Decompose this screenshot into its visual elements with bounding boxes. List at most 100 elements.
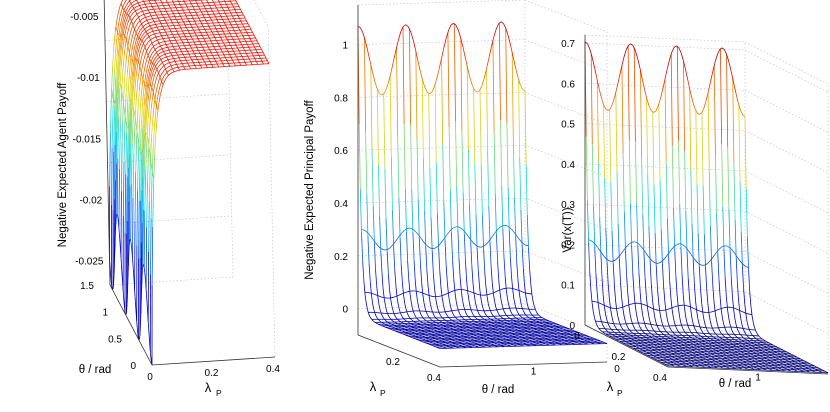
chart-1-mesh-v bbox=[246, 54, 248, 56]
chart-1-mesh-v bbox=[192, 62, 195, 65]
chart-1-mesh-v bbox=[199, 19, 201, 22]
chart-1-mesh-v bbox=[263, 53, 265, 55]
chart-1-mesh-v bbox=[134, 296, 137, 310]
chart-1-mesh-v bbox=[234, 20, 236, 23]
chart-1-mesh-v bbox=[129, 17, 131, 20]
chart-1-mesh-v bbox=[203, 5, 205, 7]
chart-1-mesh-v bbox=[161, 48, 163, 51]
chart-1-mesh-u bbox=[148, 28, 151, 31]
chart-1-mesh-v bbox=[161, 3, 164, 5]
chart-1-mesh-v bbox=[193, 63, 195, 66]
chart-2-mesh-u bbox=[415, 330, 418, 332]
chart-1-mesh-v bbox=[129, 53, 131, 57]
chart-2-mesh-u bbox=[450, 318, 452, 321]
chart-1-mesh-v bbox=[189, 33, 191, 35]
chart-1-mesh-v bbox=[233, 29, 235, 31]
chart-1-mesh-v bbox=[165, 56, 168, 58]
chart-1-mesh-u bbox=[166, 56, 169, 58]
chart-1-mesh-v bbox=[216, 8, 219, 11]
chart-1-mesh-v bbox=[143, 12, 145, 15]
chart-1-mesh-v bbox=[218, 56, 220, 58]
chart-1-mesh-v bbox=[193, 8, 195, 10]
chart-1-mesh-u bbox=[159, 63, 162, 66]
chart-1-mesh-u bbox=[128, 22, 131, 28]
chart-1-mesh-v bbox=[249, 37, 251, 40]
chart-1-mesh-v bbox=[175, 52, 178, 54]
chart-2-mesh-u bbox=[397, 137, 400, 198]
chart-1-mesh-u bbox=[163, 79, 166, 83]
chart-1-mesh-v bbox=[237, 15, 240, 18]
chart-1-mesh-v bbox=[179, 36, 181, 38]
chart-1-mesh-v bbox=[157, 17, 160, 20]
chart-2-mesh-u bbox=[488, 324, 491, 326]
chart-1-mesh-v bbox=[222, 52, 224, 54]
chart-1-mesh-v bbox=[161, 1, 163, 4]
chart-1-mesh-v bbox=[237, 48, 240, 51]
chart-1-mesh-v bbox=[160, 23, 163, 25]
chart-1-mesh-v bbox=[186, 27, 188, 29]
chart-1-mesh-v bbox=[145, 4, 147, 7]
chart-2-mesh-u bbox=[444, 331, 447, 333]
chart-1-mesh-v bbox=[228, 53, 230, 55]
chart-2-hgrid bbox=[524, 197, 608, 231]
chart-1-mesh-v bbox=[151, 169, 153, 174]
chart-1-mesh-v bbox=[195, 2, 198, 4]
chart-1-mesh-v bbox=[249, 38, 252, 41]
chart-1-mesh-u bbox=[150, 218, 152, 275]
chart-1-mesh-v bbox=[149, 83, 151, 85]
chart-2-mesh-u bbox=[426, 334, 428, 336]
chart-1-mesh-v bbox=[219, 46, 221, 49]
chart-2-mesh-u bbox=[480, 316, 483, 319]
chart-1-z-tick-label: -0.005 bbox=[70, 12, 99, 23]
chart-1-mesh-v bbox=[226, 48, 228, 50]
chart-1-mesh-v bbox=[225, 3, 227, 6]
chart-1-mesh-v bbox=[228, 63, 230, 66]
chart-1-mesh-v bbox=[255, 60, 257, 63]
chart-1-mesh-v bbox=[194, 65, 197, 68]
chart-1-mesh-v bbox=[172, 34, 174, 36]
chart-2-mesh-u bbox=[371, 149, 374, 206]
chart-1-mesh-v bbox=[144, 84, 146, 86]
chart-1-mesh-u bbox=[130, 80, 133, 101]
chart-1-mesh-v bbox=[191, 15, 193, 17]
chart-1-mesh-u bbox=[116, 25, 119, 37]
chart-1-mesh-v bbox=[245, 53, 248, 55]
chart-2-mesh-u bbox=[527, 344, 529, 346]
chart-1-mesh-v bbox=[227, 51, 230, 54]
chart-1-mesh-v bbox=[149, 24, 151, 27]
chart-2-mesh-u bbox=[364, 37, 366, 132]
chart-2-mesh-u bbox=[546, 343, 549, 346]
chart-1-mesh-v bbox=[219, 2, 221, 5]
chart-1-mesh-v bbox=[256, 40, 258, 43]
chart-2-mesh-u bbox=[443, 201, 446, 241]
chart-2-mesh-u bbox=[407, 260, 410, 281]
chart-1-mesh-v bbox=[204, 40, 206, 42]
chart-1-mesh-v bbox=[238, 17, 240, 19]
chart-1-mesh-v bbox=[180, 49, 182, 51]
chart-1-mesh-u bbox=[152, 103, 155, 118]
chart-1-mesh-u bbox=[120, 50, 123, 67]
chart-1-mesh-v bbox=[211, 31, 213, 34]
chart-1-mesh-u bbox=[132, 197, 134, 258]
chart-2-mesh-u bbox=[378, 319, 380, 322]
chart-2-mesh-u bbox=[452, 320, 454, 322]
chart-1-mesh-u bbox=[139, 11, 142, 13]
chart-2-mesh-u bbox=[402, 322, 404, 324]
chart-1-mesh-v bbox=[212, 56, 215, 58]
chart-2-mesh-u bbox=[443, 318, 446, 321]
chart-1-x-tick-label: 0 bbox=[147, 372, 153, 383]
chart-1-mesh-u bbox=[139, 4, 142, 6]
chart-1-mesh-v bbox=[164, 30, 166, 32]
chart-1-mesh-u bbox=[161, 54, 164, 56]
chart-1-mesh-v bbox=[195, 56, 197, 58]
chart-1-mesh-v bbox=[209, 5, 211, 8]
chart-1-mesh-v bbox=[146, 133, 148, 136]
chart-1-mesh-v bbox=[170, 30, 172, 33]
chart-1-mesh-v bbox=[169, 50, 171, 52]
chart-1-mesh-v bbox=[247, 34, 249, 36]
chart-1-mesh-v bbox=[185, 59, 187, 61]
chart-1-mesh-v bbox=[185, 3, 187, 6]
chart-1-mesh-v bbox=[130, 242, 133, 249]
chart-1-mesh-v bbox=[228, 8, 230, 10]
chart-1-mesh-v bbox=[233, 6, 235, 9]
